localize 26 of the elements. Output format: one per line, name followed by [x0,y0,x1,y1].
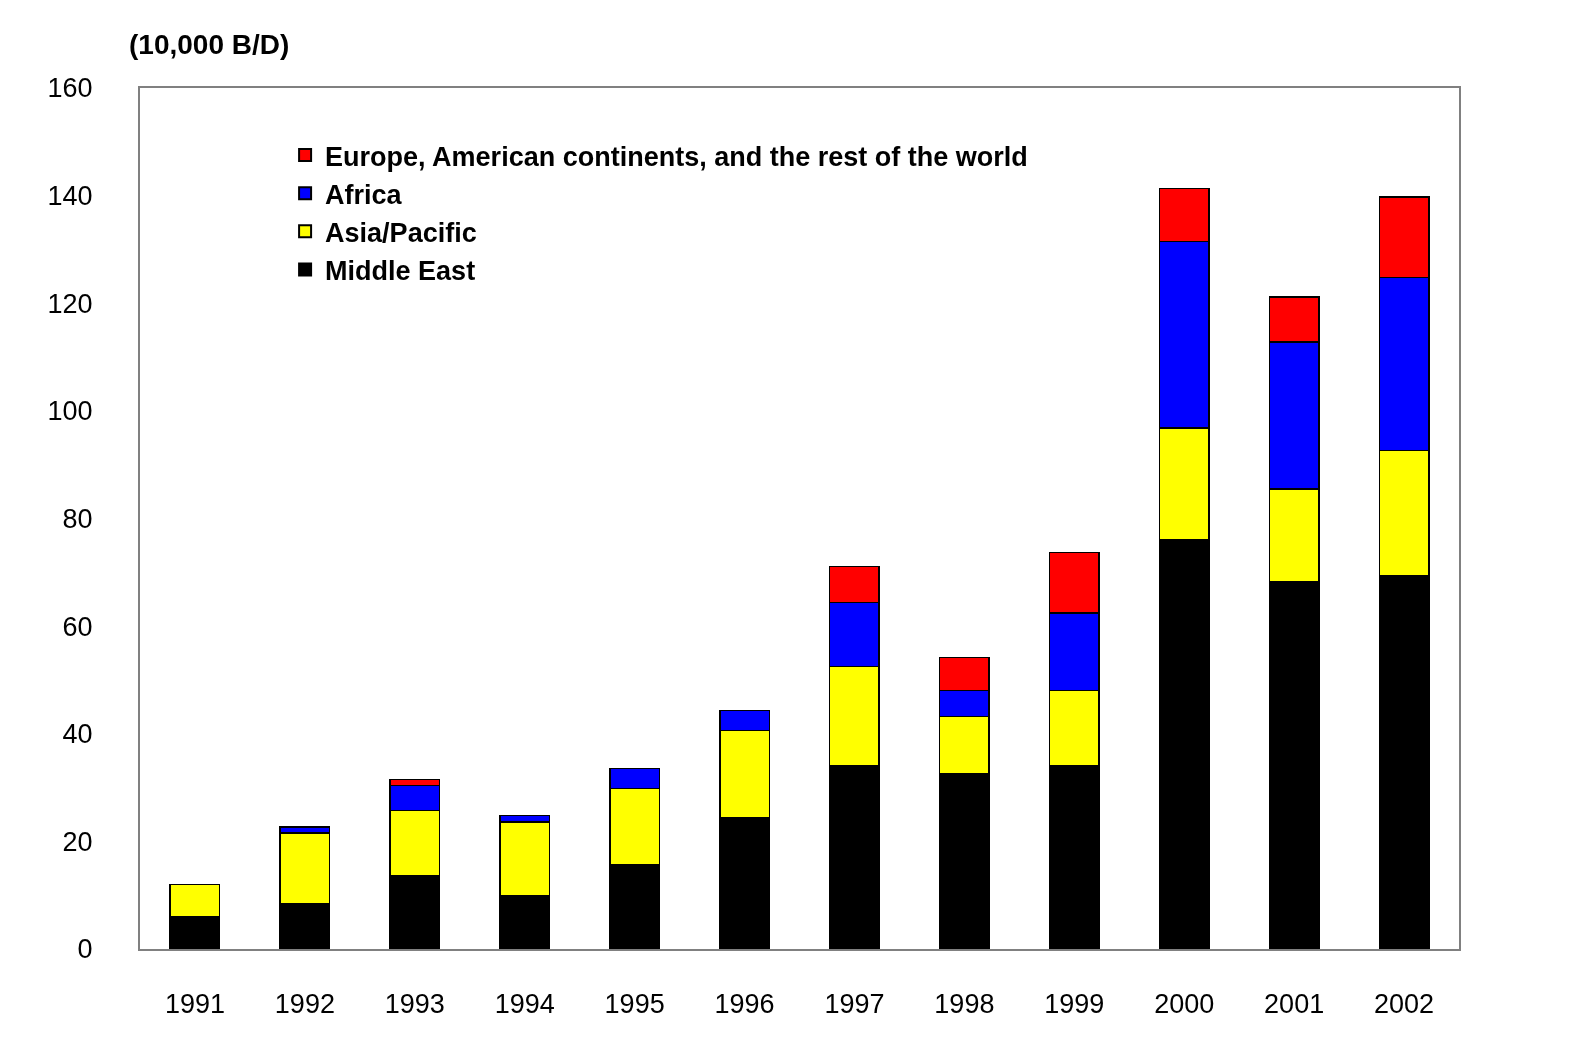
x-tick-label: 1991 [164,989,225,1020]
y-tick-label: 80 [62,503,93,534]
y-tick-label: 100 [47,396,93,427]
x-tick-label: 1999 [1044,989,1105,1020]
y-tick-label: 40 [62,719,93,750]
x-tick-label: 2000 [1154,989,1215,1020]
x-tick-label: 1992 [274,989,335,1020]
y-tick-label: 140 [47,181,93,212]
y-tick-label: 160 [47,73,93,104]
x-tick-label: 1995 [604,989,665,1020]
y-tick-label: 120 [47,288,93,319]
y-tick-label: 20 [62,826,93,857]
x-tick-label: 1994 [494,989,555,1020]
legend-label: Europe, American continents, and the rest of the world [325,141,1028,172]
x-tick-label: 1998 [934,989,995,1020]
x-tick-label: 2001 [1264,989,1325,1020]
x-tick-label: 2002 [1374,989,1435,1020]
legend-label: Africa [325,179,403,210]
y-tick-label: 0 [77,934,93,965]
y-axis-title: (10,000 B/D) [129,29,290,60]
legend-label: Middle East [325,255,476,286]
x-tick-label: 1993 [384,989,445,1020]
y-tick-label: 60 [62,611,93,642]
x-tick-label: 1996 [714,989,775,1020]
legend-label: Asia/Pacific [325,217,477,248]
x-tick-label: 1997 [824,989,885,1020]
